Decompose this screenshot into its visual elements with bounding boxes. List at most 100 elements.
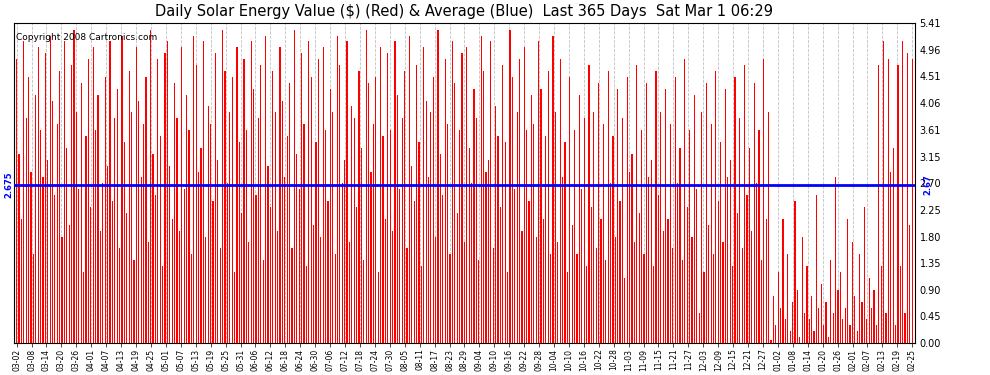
Bar	[43, 177, 44, 343]
Bar	[325, 130, 326, 343]
Bar	[220, 248, 221, 343]
Bar	[456, 213, 457, 343]
Bar	[83, 272, 84, 343]
Bar	[689, 130, 690, 343]
Bar	[476, 118, 477, 343]
Bar	[701, 112, 702, 343]
Bar	[107, 166, 108, 343]
Bar	[71, 65, 72, 343]
Bar	[225, 71, 226, 343]
Bar	[777, 272, 779, 343]
Bar	[648, 177, 649, 343]
Bar	[468, 148, 470, 343]
Bar	[16, 59, 17, 343]
Bar	[782, 219, 783, 343]
Bar	[265, 36, 266, 343]
Bar	[141, 177, 142, 343]
Bar	[780, 308, 781, 343]
Bar	[186, 94, 187, 343]
Bar	[402, 118, 403, 343]
Bar	[831, 260, 832, 343]
Bar	[346, 42, 347, 343]
Bar	[615, 237, 616, 343]
Bar	[871, 308, 872, 343]
Bar	[196, 65, 197, 343]
Bar	[596, 248, 597, 343]
Bar	[95, 130, 96, 343]
Bar	[775, 325, 776, 343]
Bar	[785, 320, 786, 343]
Bar	[426, 100, 427, 343]
Bar	[461, 53, 462, 343]
Bar	[552, 36, 553, 343]
Bar	[907, 53, 908, 343]
Bar	[416, 65, 417, 343]
Bar	[842, 320, 843, 343]
Bar	[289, 83, 290, 343]
Bar	[159, 136, 161, 343]
Bar	[895, 325, 896, 343]
Bar	[191, 254, 192, 343]
Bar	[490, 42, 491, 343]
Bar	[272, 71, 273, 343]
Bar	[517, 112, 518, 343]
Bar	[885, 314, 886, 343]
Bar	[613, 136, 614, 343]
Bar	[250, 42, 251, 343]
Bar	[583, 118, 585, 343]
Bar	[229, 112, 231, 343]
Bar	[370, 171, 371, 343]
Bar	[93, 47, 94, 343]
Bar	[512, 77, 513, 343]
Bar	[598, 83, 599, 343]
Bar	[639, 213, 640, 343]
Bar	[351, 106, 352, 343]
Bar	[473, 89, 474, 343]
Bar	[313, 225, 314, 343]
Bar	[674, 77, 676, 343]
Bar	[260, 65, 261, 343]
Bar	[68, 225, 70, 343]
Bar	[363, 260, 364, 343]
Bar	[840, 272, 842, 343]
Bar	[547, 71, 548, 343]
Bar	[557, 243, 558, 343]
Bar	[720, 142, 722, 343]
Bar	[171, 219, 173, 343]
Bar	[569, 77, 570, 343]
Bar	[514, 189, 516, 343]
Bar	[828, 337, 829, 343]
Bar	[740, 118, 741, 343]
Bar	[478, 260, 479, 343]
Bar	[308, 42, 309, 343]
Bar	[217, 160, 219, 343]
Bar	[522, 231, 523, 343]
Bar	[859, 254, 860, 343]
Bar	[330, 89, 331, 343]
Bar	[332, 112, 334, 343]
Bar	[176, 118, 177, 343]
Bar	[711, 124, 712, 343]
Bar	[316, 142, 317, 343]
Bar	[126, 213, 128, 343]
Bar	[134, 260, 135, 343]
Bar	[483, 71, 484, 343]
Bar	[737, 213, 739, 343]
Bar	[844, 308, 845, 343]
Bar	[691, 237, 693, 343]
Bar	[760, 260, 762, 343]
Bar	[26, 118, 27, 343]
Bar	[735, 77, 736, 343]
Bar	[893, 148, 894, 343]
Bar	[531, 94, 532, 343]
Bar	[296, 154, 297, 343]
Bar	[637, 65, 638, 343]
Bar	[33, 254, 34, 343]
Bar	[35, 94, 37, 343]
Bar	[576, 254, 577, 343]
Bar	[809, 320, 810, 343]
Bar	[287, 136, 288, 343]
Bar	[567, 272, 568, 343]
Bar	[122, 36, 123, 343]
Bar	[716, 71, 717, 343]
